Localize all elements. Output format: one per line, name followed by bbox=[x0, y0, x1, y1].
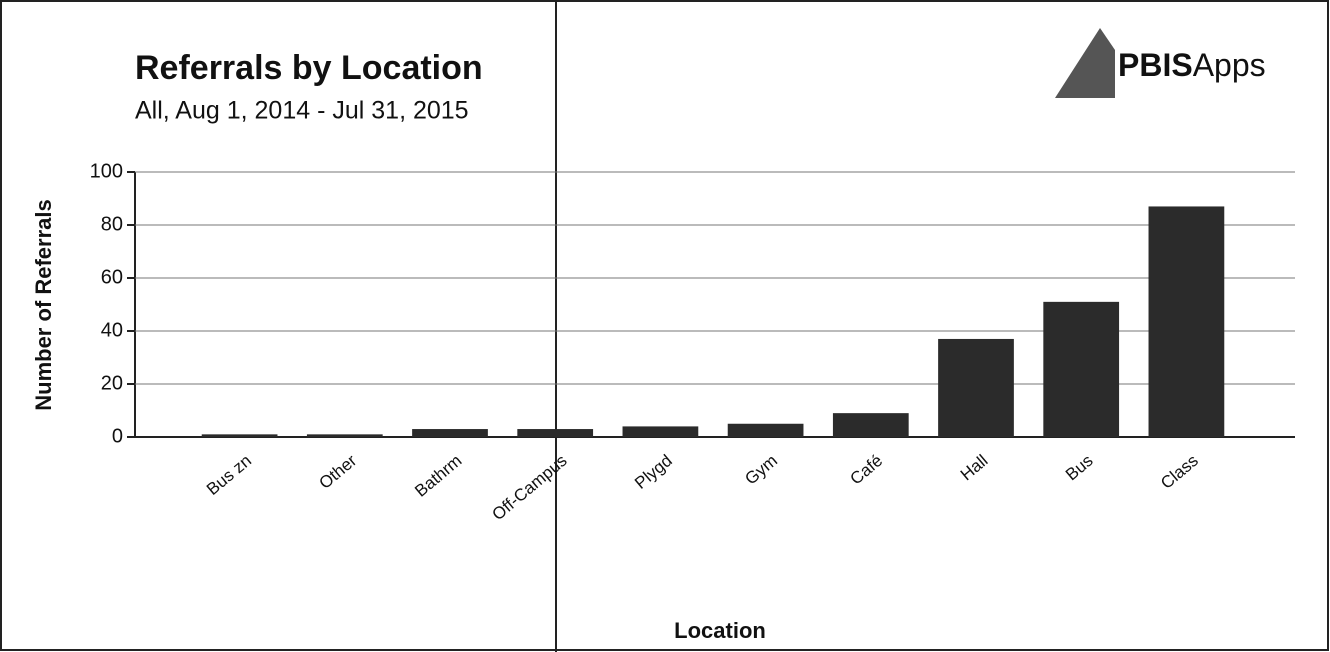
y-axis-label: Number of Referrals bbox=[31, 199, 56, 411]
x-tick-label: Off-Campus bbox=[488, 451, 570, 524]
bar bbox=[727, 423, 804, 437]
logo-text: PBISApps bbox=[1118, 47, 1266, 83]
logo-bold: PBIS bbox=[1118, 47, 1193, 83]
y-tick-label: 20 bbox=[101, 372, 123, 394]
x-tick-label: Gym bbox=[741, 451, 781, 489]
logo-rest: Apps bbox=[1193, 47, 1266, 83]
bar bbox=[306, 434, 383, 437]
y-tick-label: 0 bbox=[112, 425, 123, 447]
bar bbox=[1043, 301, 1120, 437]
y-tick-label: 80 bbox=[101, 213, 123, 235]
x-tick-label: Other bbox=[315, 451, 360, 493]
y-tick-label: 60 bbox=[101, 266, 123, 288]
x-tick-label: Plygd bbox=[631, 451, 676, 493]
x-tick-label: Hall bbox=[957, 451, 992, 484]
logo-icon bbox=[1055, 28, 1115, 98]
bar bbox=[201, 434, 278, 437]
bar bbox=[832, 413, 909, 437]
x-tick-label: Bathrm bbox=[411, 451, 465, 501]
bar bbox=[1148, 206, 1225, 437]
bar bbox=[517, 429, 594, 437]
chart-title: Referrals by Location bbox=[135, 49, 483, 87]
x-axis-label: Location bbox=[674, 618, 766, 643]
y-tick-label: 40 bbox=[101, 319, 123, 341]
bar bbox=[938, 338, 1014, 437]
x-tick-label: Class bbox=[1157, 451, 1202, 493]
y-tick-label: 100 bbox=[90, 160, 123, 182]
x-tick-label: Bus bbox=[1062, 451, 1097, 484]
chart-subtitle: All, Aug 1, 2014 - Jul 31, 2015 bbox=[135, 97, 469, 125]
bar bbox=[412, 429, 488, 437]
logo: PBISApps bbox=[1055, 28, 1266, 98]
x-tick-label: Bus zn bbox=[203, 451, 255, 499]
bar bbox=[622, 426, 699, 437]
x-tick-label: Café bbox=[847, 451, 887, 489]
